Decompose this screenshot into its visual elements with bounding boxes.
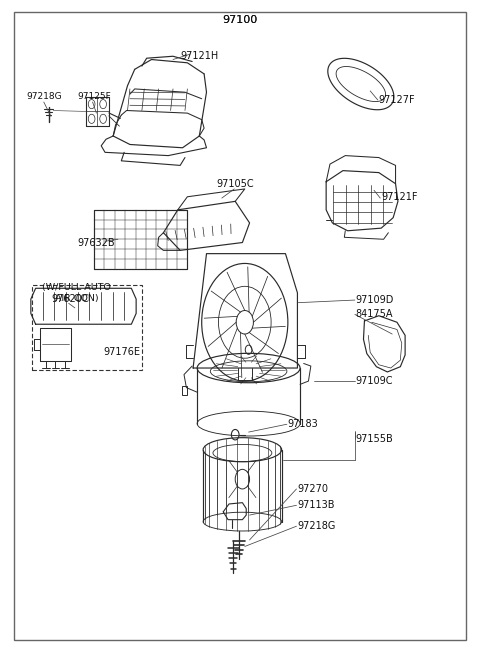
Bar	[181, 386, 187, 396]
Text: 97218G: 97218G	[298, 521, 336, 531]
Text: 84175A: 84175A	[356, 309, 393, 320]
Bar	[32, 285, 142, 370]
Text: (W/FULL AUTO
AIR CON): (W/FULL AUTO AIR CON)	[42, 283, 111, 303]
Text: 97109D: 97109D	[356, 295, 394, 305]
Text: 97121F: 97121F	[381, 192, 418, 202]
Text: 97109C: 97109C	[356, 376, 393, 386]
Text: 97183: 97183	[288, 419, 319, 429]
Text: 97125F: 97125F	[77, 92, 111, 102]
Text: 97270: 97270	[298, 484, 328, 494]
Text: 97121H: 97121H	[180, 51, 218, 62]
Text: 97218G: 97218G	[26, 92, 61, 102]
Text: 97100: 97100	[222, 14, 258, 25]
Text: 97113B: 97113B	[298, 500, 335, 510]
Text: 97632B: 97632B	[78, 238, 115, 248]
Text: 97127F: 97127F	[379, 95, 415, 105]
Text: 97105C: 97105C	[216, 179, 254, 189]
Text: 97100: 97100	[222, 15, 258, 26]
Text: 97155B: 97155B	[356, 434, 394, 443]
Text: 97620C: 97620C	[51, 294, 89, 305]
Text: 97176E: 97176E	[104, 347, 141, 358]
